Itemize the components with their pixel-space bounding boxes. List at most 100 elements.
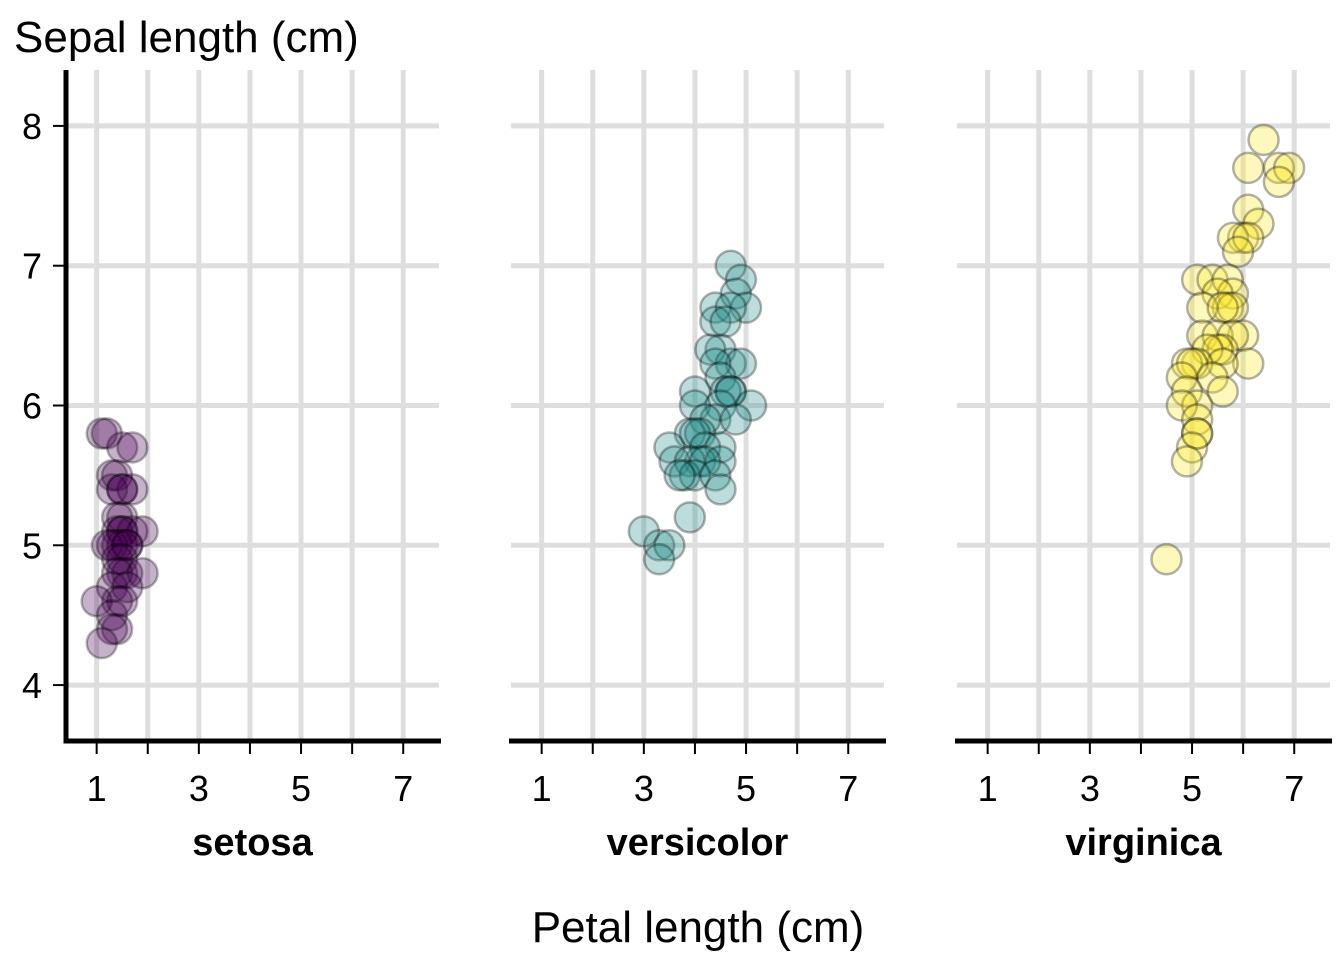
- data-point: [734, 389, 768, 422]
- data-point: [1165, 361, 1199, 394]
- data-point: [729, 291, 763, 324]
- data-point: [105, 431, 139, 464]
- x-tick-label: 3: [634, 768, 654, 809]
- data-point: [1216, 291, 1250, 324]
- data-point: [100, 557, 134, 590]
- x-tick-label: 3: [189, 768, 209, 809]
- data-point: [85, 626, 119, 660]
- x-tick-label: 7: [393, 768, 413, 809]
- data-point: [1211, 263, 1245, 296]
- data-point: [105, 515, 139, 548]
- data-point: [1231, 347, 1265, 380]
- data-point: [1201, 277, 1234, 310]
- data-point: [688, 403, 722, 436]
- data-point: [95, 529, 129, 562]
- data-point: [100, 501, 134, 534]
- data-point: [724, 347, 758, 380]
- data-point: [642, 543, 676, 576]
- data-point: [95, 570, 129, 604]
- data-point: [1165, 389, 1199, 422]
- data-point: [90, 529, 124, 562]
- data-point: [1216, 319, 1250, 352]
- x-tick-label: 5: [291, 768, 311, 809]
- data-point: [111, 529, 144, 562]
- x-axis-title: Petal length (cm): [532, 903, 865, 952]
- data-point: [1231, 221, 1265, 254]
- data-point: [1150, 543, 1183, 576]
- y-tick-label: 5: [22, 525, 42, 566]
- data-point: [1180, 417, 1214, 450]
- y-tick-label: 6: [22, 386, 42, 427]
- data-point: [1206, 291, 1239, 324]
- data-point: [1242, 207, 1275, 241]
- data-point: [1196, 361, 1229, 394]
- data-point: [699, 305, 732, 338]
- data-point: [100, 529, 134, 562]
- data-point: [100, 612, 134, 646]
- data-point: [105, 501, 139, 534]
- data-point: [1180, 417, 1214, 450]
- data-point: [688, 445, 722, 478]
- data-point: [1206, 375, 1239, 408]
- data-point: [1196, 263, 1229, 296]
- data-point: [116, 431, 149, 464]
- data-point: [1247, 123, 1280, 157]
- data-point: [1231, 193, 1265, 227]
- data-point: [1206, 333, 1239, 366]
- data-point: [100, 584, 134, 618]
- data-point: [95, 612, 129, 646]
- data-point: [704, 473, 737, 506]
- data-point: [683, 417, 717, 450]
- data-point: [714, 375, 747, 408]
- data-point: [105, 584, 139, 618]
- data-point: [714, 249, 747, 282]
- x-tick-label: 7: [838, 768, 858, 809]
- data-point: [1170, 445, 1204, 478]
- data-point: [673, 417, 707, 450]
- x-tick-label: 5: [1182, 768, 1202, 809]
- x-tick-label: 7: [1284, 768, 1304, 809]
- data-point: [704, 333, 737, 366]
- data-point: [1175, 431, 1209, 464]
- data-point: [673, 501, 707, 534]
- data-point: [642, 529, 676, 562]
- data-point: [1231, 151, 1265, 185]
- data-point: [683, 445, 717, 478]
- data-point: [653, 431, 686, 464]
- panel-versicolor: 1 3 5 7 versicolor: [509, 70, 886, 864]
- data-point: [1170, 347, 1204, 380]
- data-point: [1186, 319, 1219, 352]
- data-point: [105, 473, 139, 506]
- data-point: [1201, 319, 1234, 352]
- data-point: [116, 515, 149, 548]
- data-point: [704, 361, 737, 394]
- data-point: [1216, 221, 1250, 254]
- data-point: [678, 375, 712, 408]
- x-tick-label: 1: [87, 768, 107, 809]
- data-point: [1186, 291, 1219, 324]
- y-tick-label: 8: [22, 106, 42, 147]
- data-point: [709, 305, 742, 338]
- data-point: [663, 459, 696, 492]
- data-point: [1180, 347, 1214, 380]
- data-point: [1262, 165, 1296, 199]
- data-point: [1216, 277, 1250, 310]
- data-point: [95, 473, 129, 506]
- y-tick-label: 7: [22, 246, 42, 287]
- data-point: [90, 417, 124, 450]
- data-point: [116, 473, 149, 506]
- data-point: [658, 445, 691, 478]
- x-tick-label: 1: [978, 768, 998, 809]
- data-point: [105, 515, 139, 548]
- data-point: [111, 557, 144, 590]
- x-tick-label: 1: [532, 768, 552, 809]
- data-point: [709, 375, 742, 408]
- data-point: [111, 570, 144, 604]
- x-tick-label: 3: [1080, 768, 1100, 809]
- data-point: [704, 445, 737, 478]
- data-point: [1175, 347, 1209, 380]
- data-point: [100, 543, 134, 576]
- data-point: [1226, 221, 1260, 254]
- data-point: [1180, 263, 1214, 296]
